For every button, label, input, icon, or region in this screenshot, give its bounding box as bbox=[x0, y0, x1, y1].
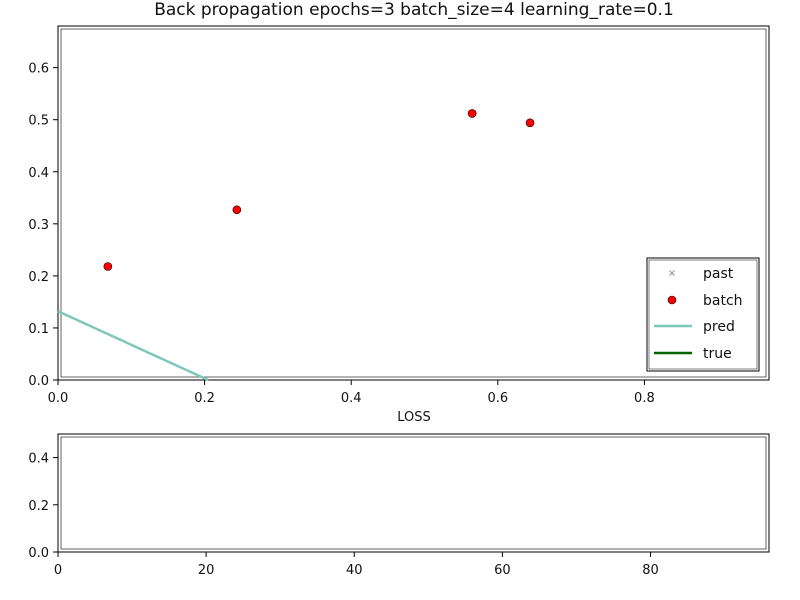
batch-point bbox=[467, 109, 477, 118]
bottom-y-axis-ticks: 0.0 0.2 0.4 bbox=[28, 452, 58, 561]
y-axis-ticks: 0.0 0.1 0.2 0.3 0.4 0.5 0.6 bbox=[28, 62, 58, 389]
x-tick-label: 0.4 bbox=[341, 391, 362, 406]
past-marker-icon: × bbox=[668, 268, 676, 279]
loss-scatter-chart: Back propagation epochs=3 batch_size=4 l… bbox=[28, 0, 770, 425]
legend-inner-box bbox=[648, 259, 758, 370]
batch-point bbox=[103, 262, 113, 271]
x-tick-label: 0.2 bbox=[194, 391, 215, 406]
legend-label-true: true bbox=[703, 346, 732, 362]
legend: × past batch pred true bbox=[646, 257, 760, 372]
x-tick-label: 40 bbox=[346, 563, 363, 578]
chart-title: Back propagation epochs=3 batch_size=4 l… bbox=[154, 0, 674, 20]
x-tick-label: 0.8 bbox=[634, 391, 655, 406]
legend-item-past: × past bbox=[668, 266, 734, 282]
plot-series bbox=[57, 109, 535, 382]
x-tick-label: 80 bbox=[642, 563, 659, 578]
y-tick-label: 0.2 bbox=[28, 270, 49, 285]
legend-item-true: true bbox=[654, 346, 732, 362]
y-tick-label: 0.1 bbox=[28, 322, 49, 337]
batch-point bbox=[525, 118, 535, 128]
batch-point bbox=[232, 205, 242, 215]
y-tick-label: 0.4 bbox=[28, 166, 49, 181]
x-axis-label: LOSS bbox=[397, 410, 431, 425]
y-tick-label: 0.4 bbox=[28, 452, 49, 467]
legend-label-past: past bbox=[703, 266, 734, 282]
legend-label-pred: pred bbox=[703, 319, 735, 335]
y-tick-label: 0.2 bbox=[28, 499, 49, 514]
legend-label-batch: batch bbox=[703, 293, 743, 309]
x-tick-label: 0.6 bbox=[487, 391, 508, 406]
x-tick-label: 0.0 bbox=[48, 391, 69, 406]
y-tick-label: 0.3 bbox=[28, 218, 49, 233]
y-tick-label: 0.5 bbox=[28, 114, 49, 129]
x-tick-label: 20 bbox=[198, 563, 215, 578]
legend-item-pred: pred bbox=[654, 319, 735, 335]
plot-area-inner-frame bbox=[60, 28, 767, 378]
bottom-empty-chart: 0 20 40 60 80 0.0 0.2 0.4 bbox=[28, 433, 770, 578]
bottom-x-axis-ticks: 0 20 40 60 80 bbox=[54, 552, 659, 578]
legend-item-batch: batch bbox=[667, 293, 743, 309]
y-tick-label: 0.0 bbox=[28, 546, 49, 561]
pred-line bbox=[57, 310, 209, 382]
x-tick-label: 0 bbox=[54, 563, 62, 578]
batch-marker-icon bbox=[667, 295, 677, 305]
y-tick-label: 0.0 bbox=[28, 374, 49, 389]
bottom-plot-area-frame bbox=[57, 433, 770, 553]
bottom-plot-area-inner-frame bbox=[60, 436, 767, 550]
x-tick-label: 60 bbox=[494, 563, 511, 578]
x-axis-ticks: 0.0 0.2 0.4 0.6 0.8 bbox=[48, 380, 655, 406]
plot-area-frame bbox=[57, 25, 770, 381]
y-tick-label: 0.6 bbox=[28, 62, 49, 77]
